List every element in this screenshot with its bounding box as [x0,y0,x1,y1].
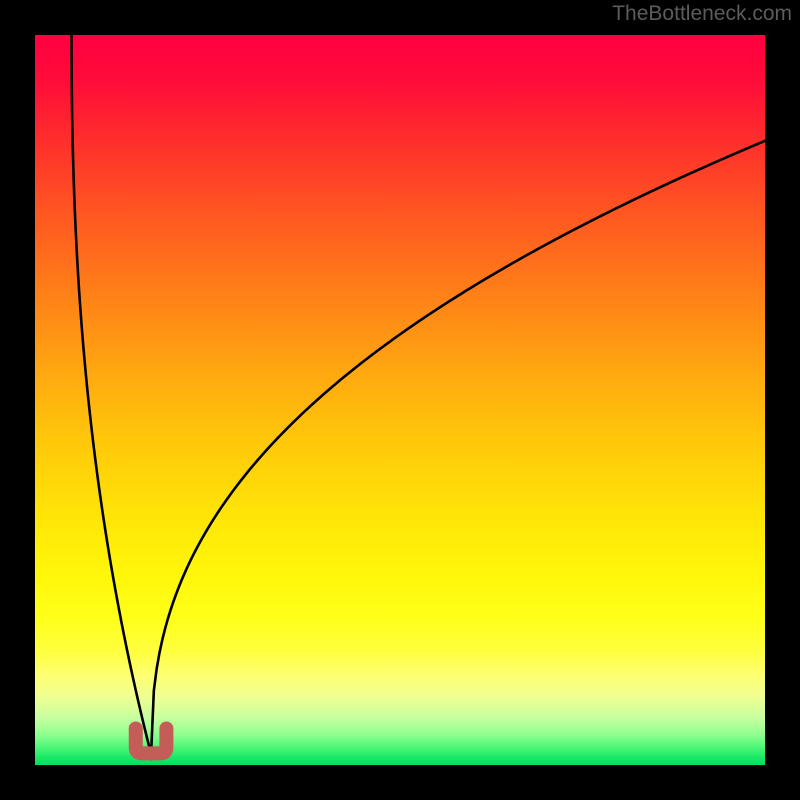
watermark-text: TheBottleneck.com [612,2,792,26]
plot-area [35,35,765,765]
curve-layer [35,35,765,765]
bottleneck-curve [72,35,766,759]
chart-container: TheBottleneck.com [0,0,800,800]
